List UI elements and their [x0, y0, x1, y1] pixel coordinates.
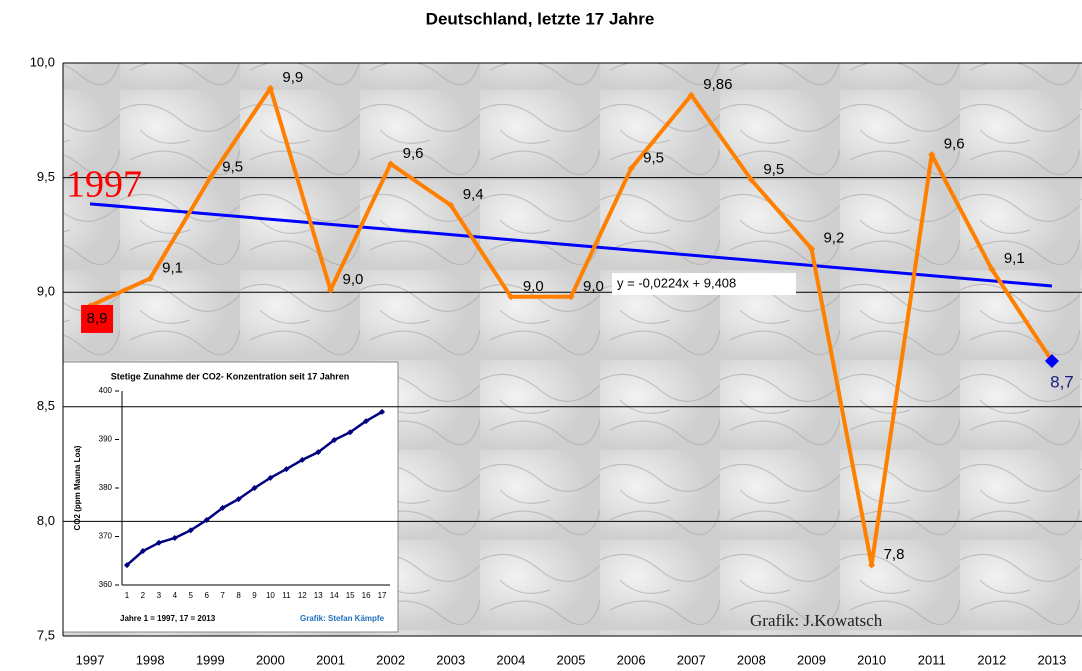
- data-label: 8,9: [87, 310, 108, 327]
- x-tick-label: 2004: [496, 652, 525, 667]
- x-tick-label: 5: [189, 591, 194, 600]
- x-tick-label: 17: [378, 591, 387, 600]
- y-tick-label: 10,0: [30, 54, 55, 69]
- y-tick-label: 360: [99, 580, 113, 589]
- data-label: 8,7: [1050, 372, 1074, 391]
- data-label: 9,9: [282, 69, 303, 86]
- x-tick-label: 16: [362, 591, 371, 600]
- y-tick-label: 390: [99, 435, 113, 444]
- data-label: 9,0: [343, 271, 364, 288]
- annotation: Grafik: J.Kowatsch: [750, 611, 883, 630]
- x-tick-label: 2007: [677, 652, 706, 667]
- x-tick-label: 11: [282, 591, 291, 600]
- x-tick-label: 6: [204, 591, 209, 600]
- inset-y-label: CO2 (ppm Mauna Loa): [73, 445, 82, 530]
- data-label: 7,8: [884, 546, 905, 563]
- data-label: 9,1: [1004, 250, 1025, 267]
- x-tick-label: 13: [314, 591, 323, 600]
- data-label: 9,6: [403, 145, 424, 162]
- x-tick-label: 2003: [436, 652, 465, 667]
- x-tick-label: 3: [157, 591, 162, 600]
- x-tick-label: 1997: [76, 652, 105, 667]
- data-label: 9,4: [463, 186, 484, 203]
- y-tick-label: 8,0: [37, 513, 55, 528]
- x-tick-label: 2010: [857, 652, 886, 667]
- x-tick-label: 1998: [136, 652, 165, 667]
- data-label: 9,5: [763, 161, 784, 178]
- x-tick-label: 10: [266, 591, 275, 600]
- chart: Deutschland, letzte 17 Jahre Stetige Zun…: [0, 0, 1082, 671]
- x-tick-label: 15: [346, 591, 355, 600]
- data-label: 9,1: [162, 259, 183, 276]
- x-tick-label: 2: [141, 591, 146, 600]
- x-tick-label: 12: [298, 591, 307, 600]
- data-label: 9,2: [823, 230, 844, 247]
- x-tick-label: 7: [220, 591, 225, 600]
- y-tick-label: 9,0: [37, 284, 55, 299]
- inset-title: Stetige Zunahme der CO2- Konzentration s…: [111, 371, 350, 381]
- data-label: 9,5: [222, 159, 243, 176]
- y-tick-label: 400: [99, 386, 113, 395]
- data-label: 9,86: [703, 76, 732, 93]
- x-tick-label: 2002: [376, 652, 405, 667]
- annotation: Grafik: Stefan Kämpfe: [300, 614, 385, 623]
- x-tick-label: 2005: [557, 652, 586, 667]
- x-tick-label: 2012: [977, 652, 1006, 667]
- chart-title: Deutschland, letzte 17 Jahre: [426, 9, 655, 28]
- x-tick-label: 2000: [256, 652, 285, 667]
- x-tick-label: 2013: [1037, 652, 1066, 667]
- y-tick-label: 8,5: [37, 398, 55, 413]
- x-tick-label: 8: [236, 591, 241, 600]
- x-tick-label: 2011: [918, 652, 946, 667]
- trend-equation: y = -0,0224x + 9,408: [617, 275, 736, 290]
- x-tick-label: 2009: [797, 652, 826, 667]
- y-tick-label: 7,5: [37, 627, 55, 642]
- y-tick-label: 9,5: [37, 169, 55, 184]
- data-label: 9,0: [583, 278, 604, 295]
- x-tick-label: 2008: [737, 652, 766, 667]
- annotation: 1997: [66, 164, 142, 206]
- y-tick-label: 370: [99, 532, 113, 541]
- x-tick-label: 2001: [316, 652, 345, 667]
- annotation: Jahre 1 = 1997, 17 = 2013: [120, 614, 216, 623]
- data-label: 9,0: [523, 278, 544, 295]
- x-tick-label: 2006: [617, 652, 646, 667]
- x-tick-label: 1999: [196, 652, 225, 667]
- y-tick-label: 380: [99, 483, 113, 492]
- x-tick-label: 9: [252, 591, 257, 600]
- data-label: 9,6: [944, 136, 965, 153]
- x-tick-label: 1: [125, 591, 130, 600]
- data-label: 9,5: [643, 149, 664, 166]
- x-tick-label: 14: [330, 591, 339, 600]
- x-tick-label: 4: [173, 591, 178, 600]
